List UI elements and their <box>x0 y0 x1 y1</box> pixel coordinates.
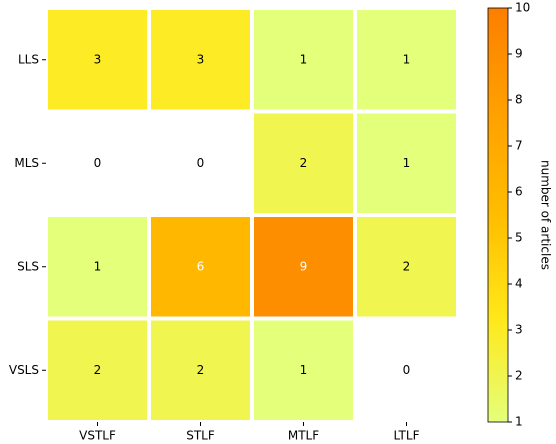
cell-label: 1 <box>403 52 411 66</box>
heatmap-cell <box>254 320 353 420</box>
cell-label: 3 <box>197 52 205 66</box>
cell-label: 0 <box>94 156 102 170</box>
heatmap-cell <box>48 10 147 110</box>
cell-label: 0 <box>197 156 205 170</box>
x-tick-label: MTLF <box>288 429 319 443</box>
cell-label: 3 <box>94 52 102 66</box>
colorbar-tick-label: 5 <box>515 231 523 245</box>
heatmap-cell <box>151 10 250 110</box>
cell-label: 1 <box>300 363 308 377</box>
x-tick-label: VSTLF <box>79 429 116 443</box>
cell-label: 2 <box>197 363 205 377</box>
y-tick-label: LLS <box>18 52 39 66</box>
colorbar-tick-label: 2 <box>515 369 523 383</box>
colorbar-tick-label: 10 <box>515 1 530 15</box>
colorbar-tick-label: 6 <box>515 185 523 199</box>
colorbar-tick-label: 7 <box>515 139 523 153</box>
heatmap-cell <box>254 113 353 213</box>
y-tick-label: SLS <box>17 259 39 273</box>
cell-label: 0 <box>403 363 411 377</box>
colorbar-tick-label: 8 <box>515 93 523 107</box>
y-tick-label: MLS <box>14 156 39 170</box>
cell-label: 6 <box>197 259 205 273</box>
cell-label: 1 <box>403 156 411 170</box>
heatmap-cell <box>48 320 147 420</box>
heatmap-cell <box>357 217 456 317</box>
colorbar <box>487 7 509 423</box>
heatmap-cell <box>357 10 456 110</box>
cell-label: 2 <box>94 363 102 377</box>
colorbar-label: number of articles <box>539 160 553 270</box>
colorbar-tick-label: 9 <box>515 47 523 61</box>
colorbar-tick-label: 1 <box>515 415 523 429</box>
heatmap-cell <box>151 217 250 317</box>
cell-label: 2 <box>300 156 308 170</box>
heatmap-cell <box>254 217 353 317</box>
x-tick-label: STLF <box>186 429 215 443</box>
cell-label: 2 <box>403 259 411 273</box>
y-tick-label: VSLS <box>9 363 39 377</box>
heatmap-cell <box>151 320 250 420</box>
colorbar-tick-label: 4 <box>515 277 523 291</box>
cell-label: 1 <box>300 52 308 66</box>
cell-label: 1 <box>94 259 102 273</box>
cell-label: 9 <box>300 259 308 273</box>
heatmap-cell <box>254 10 353 110</box>
colorbar-tick-label: 3 <box>515 323 523 337</box>
x-tick-label: LTLF <box>394 429 420 443</box>
heatmap-cell <box>48 217 147 317</box>
heatmap-cell <box>357 113 456 213</box>
